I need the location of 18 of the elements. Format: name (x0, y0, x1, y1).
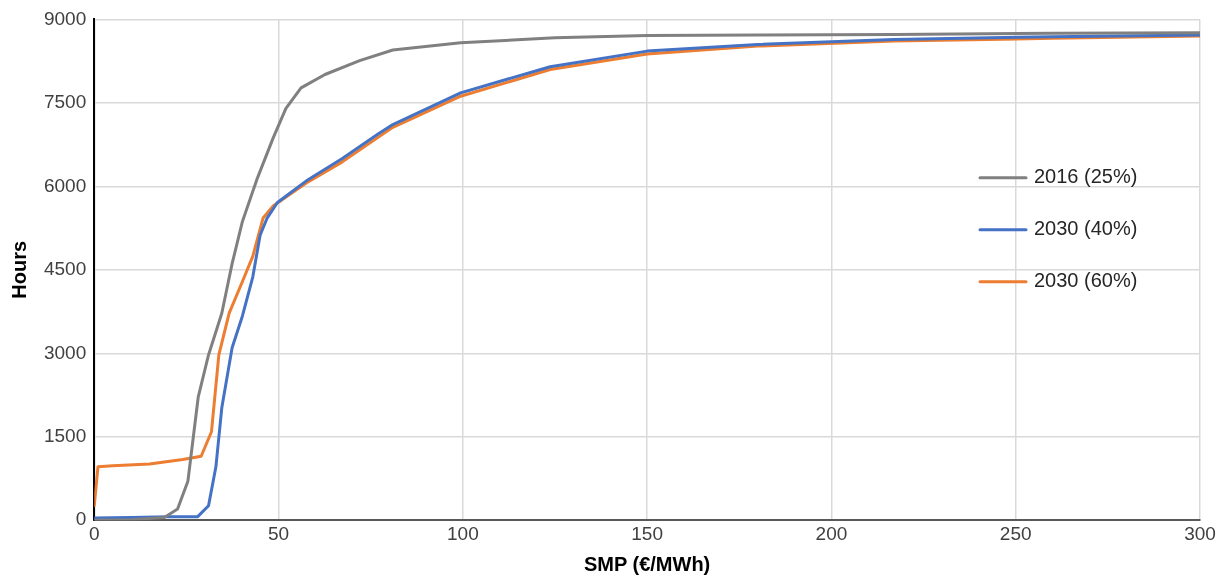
y-tick-label: 1500 (43, 424, 87, 446)
y-tick-label: 4500 (43, 258, 87, 280)
x-tick-label: 200 (815, 522, 848, 544)
x-tick-label: 50 (267, 522, 290, 544)
y-tick-label: 9000 (43, 7, 87, 29)
x-tick-label: 150 (631, 522, 663, 544)
x-axis-title: SMP (€/MWh) (583, 552, 711, 575)
x-tick-label: 250 (999, 522, 1032, 544)
x-tick-label: 300 (1184, 522, 1216, 544)
y-tick-label: 6000 (43, 174, 87, 196)
y-axis-title: Hours (7, 240, 30, 299)
y-tick-label: 3000 (43, 341, 87, 363)
y-tick-label: 7500 (43, 91, 87, 113)
legend-label: 2030 (60%) (1034, 269, 1138, 292)
x-tick-label: 100 (446, 522, 479, 544)
y-tick-label: 0 (75, 508, 87, 530)
legend-label: 2016 (25%) (1034, 165, 1138, 188)
legend-label: 2030 (40%) (1034, 217, 1138, 240)
